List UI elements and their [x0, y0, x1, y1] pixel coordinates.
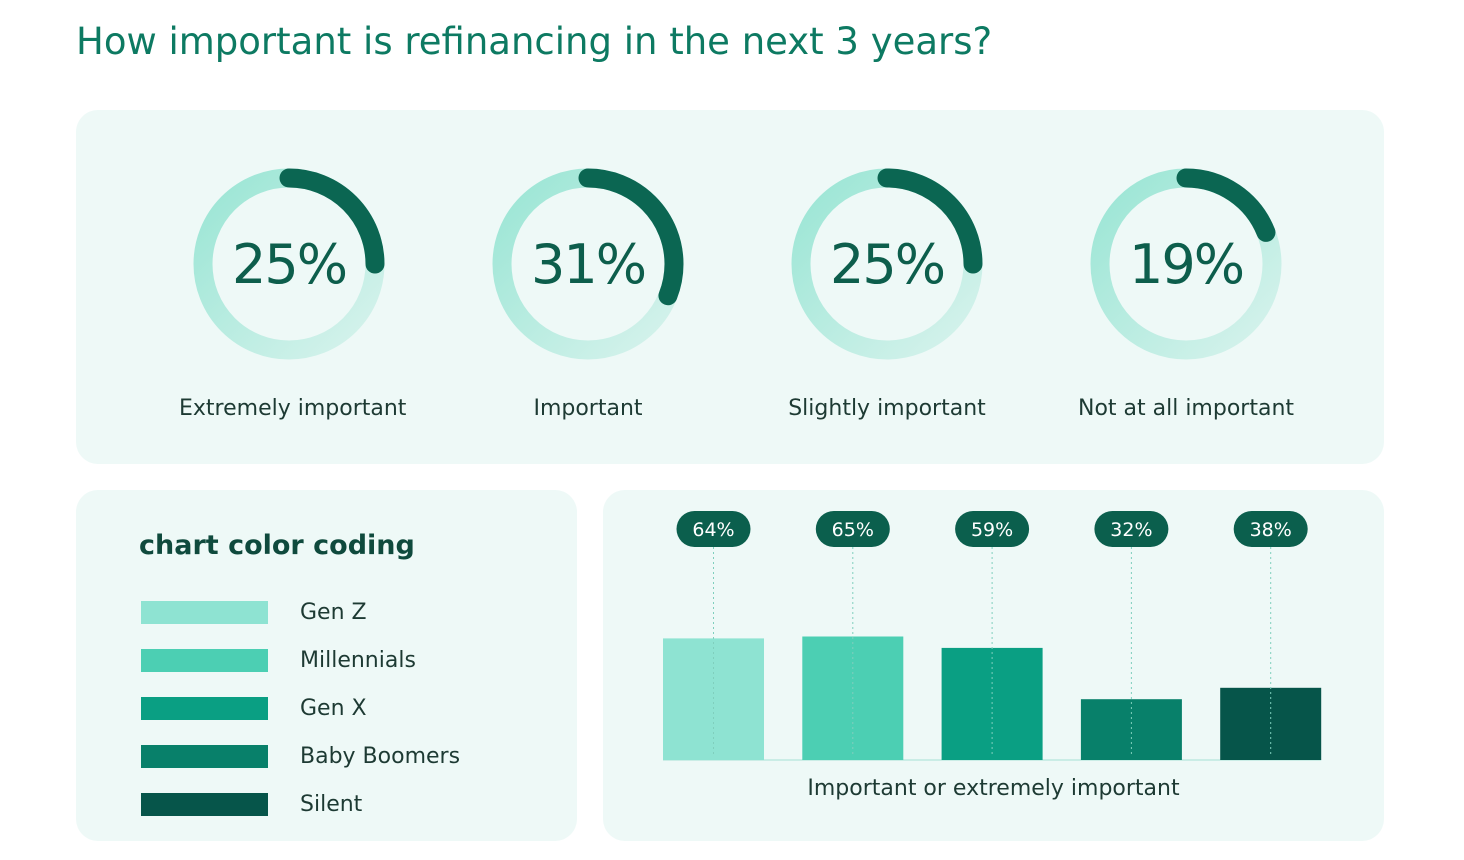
legend-label-millennials: Millennials [300, 647, 416, 673]
legend-swatch-silent [141, 792, 268, 816]
bar-value-badge-gen-z [676, 511, 751, 547]
legend-label-silent: Silent [300, 791, 363, 817]
bar-value-badge-millennials [815, 511, 890, 547]
donut-label-important: Important [533, 396, 643, 421]
donut-ring-important [492, 168, 684, 360]
bar-value-label-silent: 38% [1250, 519, 1292, 541]
bar-value-badge-gen-x [955, 511, 1030, 547]
donut-ring-slightly-important [791, 168, 983, 360]
bar-baby-boomers [1080, 699, 1182, 760]
donut-value-slightly-important: 25% [829, 232, 946, 296]
legend-panel: chart color coding Gen Z Millennials Gen… [76, 490, 577, 841]
donut-value-not-at-all-important: 19% [1128, 232, 1245, 296]
legend-swatch-gen-z [141, 600, 268, 624]
donut-arc-important [492, 168, 684, 360]
legend-item-baby-boomers: Baby Boomers [141, 732, 460, 780]
bar-chart: 64% 65% 59% 32% 38% [663, 511, 1322, 761]
donut-ring-extremely-important [193, 168, 385, 360]
donut-important: 31% Important [478, 160, 698, 421]
bar-gen-z [663, 638, 764, 760]
legend-label-baby-boomers: Baby Boomers [300, 743, 461, 769]
bar-value-badge-silent [1233, 511, 1308, 547]
donut-arc-slightly-important [791, 168, 983, 360]
importance-summary-panel: 25% Extremely important 31% Important 25% Sli… [76, 110, 1384, 464]
legend-swatch-baby-boomers [141, 744, 268, 768]
donut-extremely-important: 25% Extremely important [179, 160, 407, 421]
legend-list: Gen Z Millennials Gen X Baby Boomers Sil… [141, 588, 460, 828]
donut-label-extremely-important: Extremely important [179, 396, 407, 421]
donut-value-important: 31% [530, 232, 647, 296]
legend-item-silent: Silent [141, 780, 460, 828]
donut-label-not-at-all-important: Not at all important [1077, 396, 1295, 421]
donut-arc-not-at-all-important [1090, 168, 1282, 360]
legend-label-gen-z: Gen Z [300, 599, 367, 625]
bar-value-label-millennials: 65% [832, 519, 874, 541]
legend-swatch-gen-x [141, 696, 268, 720]
bar-value-label-baby-boomers: 32% [1110, 519, 1152, 541]
donut-slightly-important: 25% Slightly important [777, 160, 997, 421]
legend-item-gen-x: Gen X [141, 684, 460, 732]
donut-value-extremely-important: 25% [231, 232, 348, 296]
legend-item-millennials: Millennials [141, 636, 460, 684]
donut-not-at-all-important: 19% Not at all important [1076, 160, 1296, 421]
bar-chart-x-label: Important or extremely important [807, 776, 1180, 801]
donut-label-slightly-important: Slightly important [788, 396, 986, 421]
donut-ring-not-at-all-important [1090, 168, 1282, 360]
bar-value-label-gen-x: 59% [971, 519, 1013, 541]
bar-value-badge-baby-boomers [1094, 511, 1169, 547]
legend-title: chart color coding [139, 530, 415, 561]
generation-bar-chart-panel: 64% 65% 59% 32% 38% Important or extremely i… [603, 490, 1384, 841]
bar-value-label-gen-z: 64% [692, 519, 734, 541]
legend-swatch-millennials [141, 648, 268, 672]
page-title: How important is refinancing in the next… [76, 20, 993, 63]
donut-arc-extremely-important [193, 168, 385, 360]
legend-item-gen-z: Gen Z [141, 588, 460, 636]
legend-label-gen-x: Gen X [300, 695, 367, 721]
